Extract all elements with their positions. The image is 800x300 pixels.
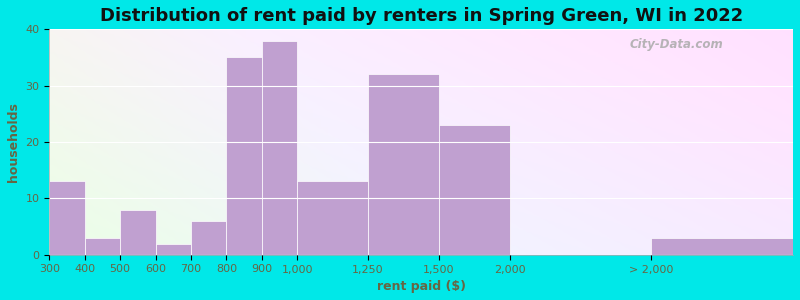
Bar (120, 210, 155, 255)
Bar (191, 221, 226, 255)
Title: Distribution of rent paid by renters in Spring Green, WI in 2022: Distribution of rent paid by renters in … (99, 7, 743, 25)
X-axis label: rent paid ($): rent paid ($) (377, 280, 466, 293)
Bar (155, 244, 191, 255)
Text: City-Data.com: City-Data.com (630, 38, 723, 51)
Bar (262, 40, 298, 255)
Bar (226, 58, 262, 255)
Bar (50, 182, 85, 255)
Bar (298, 182, 368, 255)
Bar (368, 74, 439, 255)
Bar (439, 125, 510, 255)
Y-axis label: households: households (7, 102, 20, 182)
Bar (85, 238, 120, 255)
Bar (651, 238, 793, 255)
